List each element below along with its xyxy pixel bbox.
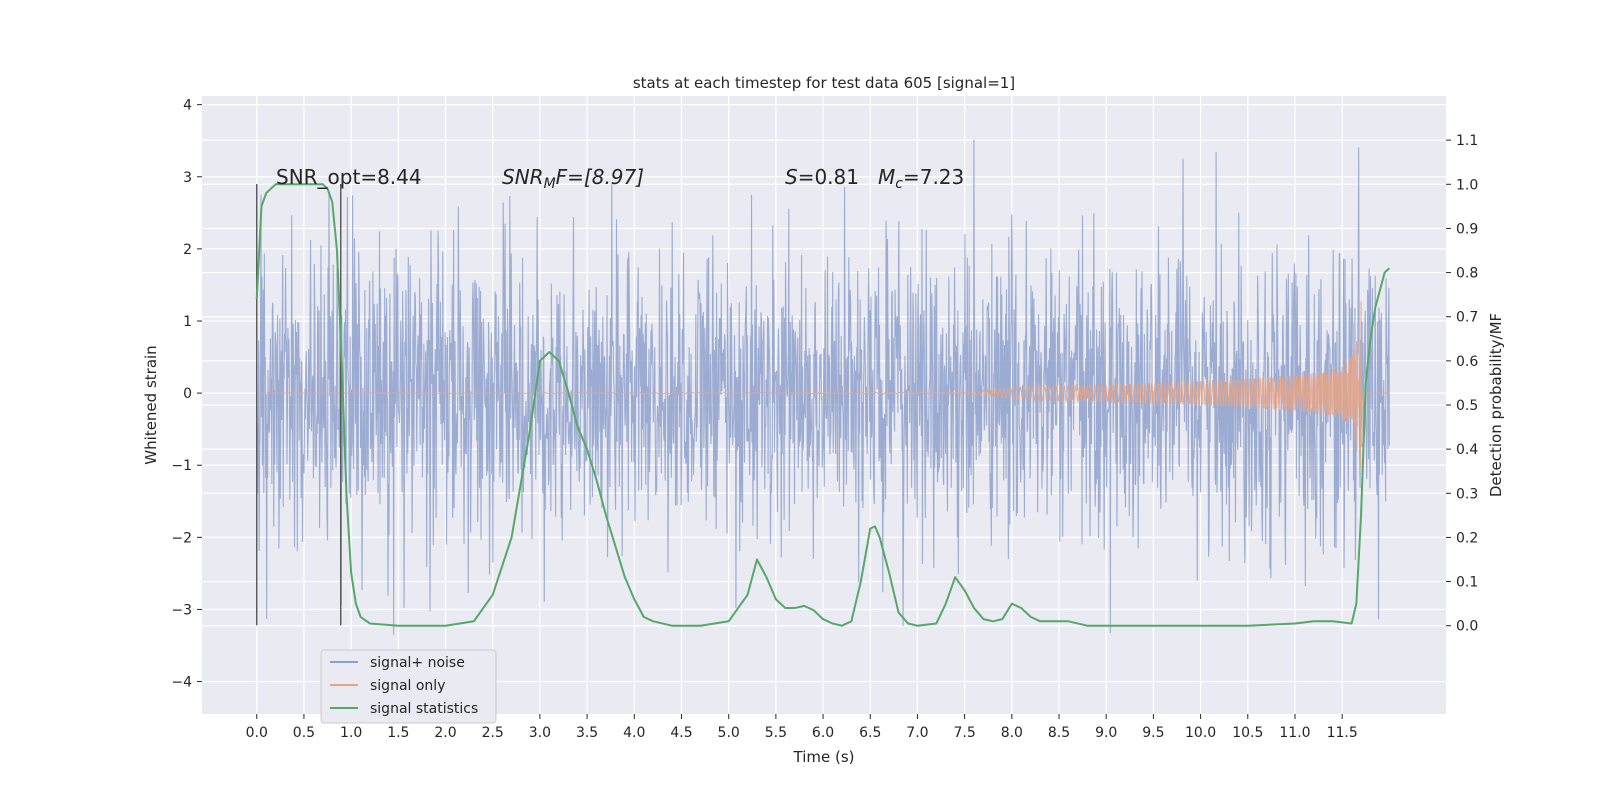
y2-axis-ticks: 1.1 1.0 0.9 0.8 0.7 0.6 0.5 0.4 0.3 0.2 0.1 0.0 xyxy=(1446,133,1478,635)
y-tick-label: 1 xyxy=(183,314,192,330)
y-tick-label: 3 xyxy=(183,170,192,186)
x-tick-label: 2.0 xyxy=(434,725,456,741)
vertical-markers xyxy=(256,183,342,626)
x-tick-label: 5.5 xyxy=(765,725,787,741)
y2-tick-label: 0.9 xyxy=(1456,221,1478,237)
x-tick-label: 9.0 xyxy=(1095,725,1117,741)
chart-title: stats at each timestep for test data 605… xyxy=(633,74,1015,92)
x-tick-label: 9.5 xyxy=(1142,725,1164,741)
y-tick-label: 4 xyxy=(183,98,192,114)
y2-tick-label: 1.0 xyxy=(1456,177,1478,193)
signal-plus-noise-line xyxy=(256,139,1390,635)
y2-tick-label: 0.6 xyxy=(1456,354,1478,370)
legend-label-signal-noise: signal+ noise xyxy=(370,655,465,671)
x-tick-label: 0.0 xyxy=(246,725,268,741)
y2-tick-label: 0.0 xyxy=(1456,619,1478,635)
x-axis-label: Time (s) xyxy=(793,748,855,766)
annotation-snr-opt: SNR_opt=8.44 xyxy=(276,165,422,189)
y2-axis-label: Detection probability/MF xyxy=(1487,313,1505,497)
x-tick-label: 8.5 xyxy=(1048,725,1070,741)
x-axis-ticks: 0.0 0.5 1.0 1.5 2.0 2.5 3.0 3.5 4.0 4.5 5.0 5.5 6.0 6… xyxy=(246,714,1358,741)
y-tick-label: 2 xyxy=(183,242,192,258)
annotation-snr-mf: SNRMF=[8.97] xyxy=(502,165,644,192)
signal-only-line xyxy=(256,301,1390,468)
y2-tick-label: 0.5 xyxy=(1456,398,1478,414)
y-tick-label: −2 xyxy=(171,530,192,546)
x-tick-label: 7.5 xyxy=(954,725,976,741)
x-tick-label: 5.0 xyxy=(718,725,740,741)
x-tick-label: 1.5 xyxy=(387,725,409,741)
y2-tick-label: 0.2 xyxy=(1456,530,1478,546)
signal-only-series xyxy=(256,301,1390,468)
y-tick-label: −4 xyxy=(171,675,192,691)
y-axis-label: Whitened strain xyxy=(142,345,160,464)
x-tick-label: 10.0 xyxy=(1185,725,1216,741)
x-tick-label: 0.5 xyxy=(293,725,315,741)
y-tick-label: 0 xyxy=(183,386,192,402)
y-tick-label: −1 xyxy=(171,458,192,474)
y2-tick-label: 0.8 xyxy=(1456,266,1478,282)
y2-tick-label: 0.4 xyxy=(1456,442,1478,458)
y2-tick-label: 1.1 xyxy=(1456,133,1478,149)
y2-tick-label: 0.3 xyxy=(1456,486,1478,502)
x-tick-label: 11.0 xyxy=(1279,725,1310,741)
x-tick-label: 4.5 xyxy=(670,725,692,741)
x-tick-label: 10.5 xyxy=(1232,725,1263,741)
x-tick-label: 6.5 xyxy=(859,725,881,741)
legend-label-signal-only: signal only xyxy=(370,678,445,694)
annotation-s: S=0.81 xyxy=(785,165,859,189)
y-tick-label: −3 xyxy=(171,602,192,618)
y2-tick-label: 0.1 xyxy=(1456,575,1478,591)
x-tick-label: 6.0 xyxy=(812,725,834,741)
y2-tick-label: 0.7 xyxy=(1456,310,1478,326)
legend-label-signal-statistics: signal statistics xyxy=(370,701,478,717)
x-tick-label: 3.0 xyxy=(529,725,551,741)
signal-statistics-line xyxy=(255,183,1391,627)
signal-statistics-series xyxy=(255,183,1391,627)
x-tick-label: 8.0 xyxy=(1001,725,1023,741)
x-tick-label: 1.0 xyxy=(340,725,362,741)
x-tick-label: 3.5 xyxy=(576,725,598,741)
x-tick-label: 2.5 xyxy=(482,725,504,741)
x-tick-label: 7.0 xyxy=(906,725,928,741)
x-tick-label: 11.5 xyxy=(1327,725,1358,741)
x-tick-label: 4.0 xyxy=(623,725,645,741)
legend: signal+ noise signal only signal statist… xyxy=(320,649,497,724)
signal-plus-noise-series xyxy=(256,139,1390,635)
y-axis-ticks: 4 3 2 1 0 −1 −2 −3 −4 xyxy=(171,98,202,691)
legend-box xyxy=(320,649,497,724)
annotation-mc: Mc=7.23 xyxy=(878,165,964,192)
